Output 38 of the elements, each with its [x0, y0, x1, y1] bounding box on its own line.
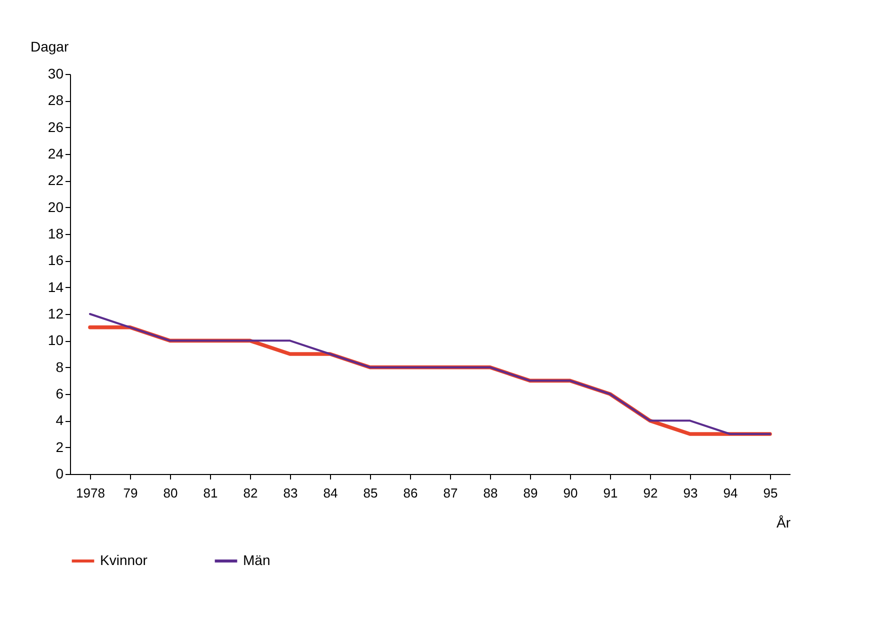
x-tick-label: 93 [683, 486, 698, 500]
legend-label: Kvinnor [100, 552, 148, 568]
y-tick-label: 30 [48, 66, 64, 82]
x-tick-label: 82 [243, 486, 258, 500]
y-tick-label: 6 [56, 386, 64, 402]
y-tick-label: 16 [48, 252, 64, 268]
y-tick-label: 10 [48, 332, 64, 348]
x-tick-label: 80 [163, 486, 178, 500]
y-axis-title: Dagar [30, 38, 69, 54]
y-tick-label: 24 [48, 146, 64, 162]
x-tick-label: 83 [283, 486, 298, 500]
x-tick-label: 90 [563, 486, 578, 500]
x-tick-label: 92 [643, 486, 658, 500]
y-tick-label: 8 [56, 358, 64, 375]
x-tick-label: 86 [403, 486, 418, 500]
y-tick-label: 22 [48, 172, 64, 188]
x-tick-label: 79 [123, 486, 138, 500]
x-axis-title: År [776, 514, 791, 530]
x-tick-label: 94 [723, 486, 738, 500]
y-tick-label: 26 [48, 118, 64, 135]
x-tick-label: 84 [323, 486, 338, 500]
x-tick-label: 89 [523, 486, 538, 500]
y-tick-label: 2 [56, 438, 64, 455]
y-tick-label: 12 [48, 306, 64, 322]
legend-label: Män [243, 552, 270, 568]
y-tick-label: 18 [48, 226, 64, 242]
x-tick-label: 85 [363, 486, 378, 500]
x-tick-label: 1978 [76, 486, 105, 500]
x-tick-label: 88 [483, 486, 498, 500]
y-tick-label: 20 [48, 198, 64, 215]
x-tick-label: 95 [763, 486, 778, 500]
x-tick-label: 91 [603, 486, 618, 500]
x-tick-label: 81 [203, 486, 218, 500]
y-tick-label: 4 [56, 412, 64, 428]
y-tick-label: 14 [48, 278, 64, 295]
x-tick-label: 87 [443, 486, 458, 500]
y-tick-label: 28 [48, 92, 64, 108]
y-tick-label: 0 [56, 466, 64, 482]
